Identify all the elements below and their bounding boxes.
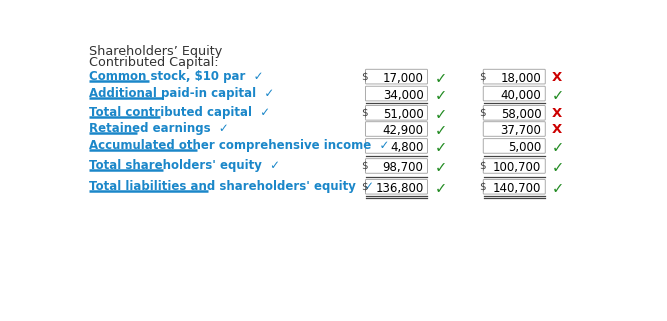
Text: X: X	[552, 123, 562, 136]
FancyBboxPatch shape	[484, 106, 546, 120]
Text: ✓: ✓	[434, 88, 447, 103]
Text: ✓: ✓	[434, 123, 447, 138]
Text: 100,700: 100,700	[493, 161, 542, 174]
Text: $: $	[361, 72, 368, 82]
Text: ✓: ✓	[434, 181, 447, 196]
Text: ✓: ✓	[434, 140, 447, 155]
Text: Total liabilities and shareholders' equity  ✓: Total liabilities and shareholders' equi…	[89, 180, 374, 193]
Text: 18,000: 18,000	[501, 72, 542, 85]
FancyBboxPatch shape	[484, 69, 546, 84]
Text: 34,000: 34,000	[383, 89, 424, 101]
Text: $: $	[361, 161, 368, 171]
FancyBboxPatch shape	[484, 179, 546, 194]
FancyBboxPatch shape	[366, 139, 428, 153]
Text: $: $	[479, 182, 486, 192]
FancyBboxPatch shape	[366, 106, 428, 120]
FancyBboxPatch shape	[366, 69, 428, 84]
Text: 98,700: 98,700	[383, 161, 424, 174]
Text: Shareholders’ Equity: Shareholders’ Equity	[89, 46, 222, 58]
Text: ✓: ✓	[552, 181, 564, 196]
Text: X: X	[552, 71, 562, 84]
Text: Total contributed capital  ✓: Total contributed capital ✓	[89, 106, 270, 119]
Text: ✓: ✓	[552, 160, 564, 175]
Text: 58,000: 58,000	[501, 108, 542, 121]
Text: ✓: ✓	[434, 71, 447, 86]
Text: ✓: ✓	[552, 88, 564, 103]
Text: 4,800: 4,800	[390, 141, 424, 154]
FancyBboxPatch shape	[484, 139, 546, 153]
Text: Additional paid-in capital  ✓: Additional paid-in capital ✓	[89, 87, 274, 100]
Text: $: $	[361, 108, 368, 118]
Text: 17,000: 17,000	[383, 72, 424, 85]
Text: 37,700: 37,700	[500, 124, 542, 137]
Text: 136,800: 136,800	[376, 182, 424, 195]
Text: ✓: ✓	[552, 140, 564, 155]
Text: $: $	[479, 161, 486, 171]
Text: Common stock, $10 par  ✓: Common stock, $10 par ✓	[89, 70, 263, 83]
Text: $: $	[479, 108, 486, 118]
FancyBboxPatch shape	[484, 159, 546, 173]
Text: Contributed Capital:: Contributed Capital:	[89, 56, 218, 69]
Text: Accumulated other comprehensive income  ✓: Accumulated other comprehensive income ✓	[89, 139, 389, 152]
FancyBboxPatch shape	[484, 122, 546, 136]
FancyBboxPatch shape	[366, 122, 428, 136]
Text: X: X	[552, 107, 562, 120]
Text: $: $	[361, 182, 368, 192]
Text: Total shareholders' equity  ✓: Total shareholders' equity ✓	[89, 160, 279, 172]
Text: 51,000: 51,000	[383, 108, 424, 121]
Text: ✓: ✓	[434, 107, 447, 122]
Text: $: $	[479, 72, 486, 82]
FancyBboxPatch shape	[366, 159, 428, 173]
Text: 42,900: 42,900	[383, 124, 424, 137]
Text: 40,000: 40,000	[501, 89, 542, 101]
Text: 5,000: 5,000	[508, 141, 542, 154]
FancyBboxPatch shape	[366, 86, 428, 101]
Text: Retained earnings  ✓: Retained earnings ✓	[89, 122, 229, 135]
FancyBboxPatch shape	[366, 179, 428, 194]
Text: ✓: ✓	[434, 160, 447, 175]
Text: 140,700: 140,700	[493, 182, 542, 195]
FancyBboxPatch shape	[484, 86, 546, 101]
